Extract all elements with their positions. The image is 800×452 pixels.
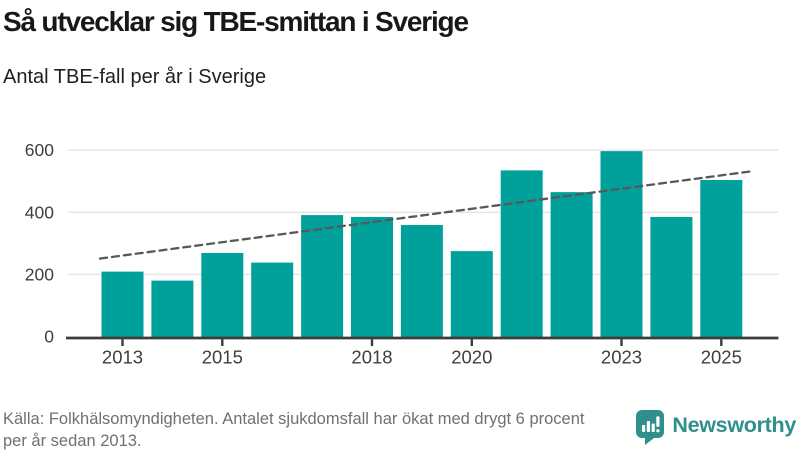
newsworthy-logo: Newsworthy (636, 410, 796, 445)
x-axis-label: 2013 (102, 347, 143, 368)
bar-2023 (601, 151, 643, 338)
bar-2025 (700, 180, 742, 338)
bar-2019 (401, 225, 443, 338)
bar-2014 (151, 281, 193, 338)
source-note: Källa: Folkhälsomyndigheten. Antalet sju… (3, 409, 584, 452)
source-note-line: per år sedan 2013. (3, 431, 584, 452)
x-axis-label: 2023 (601, 347, 642, 368)
y-axis-label: 0 (44, 327, 54, 347)
bar-2022 (551, 192, 593, 338)
x-axis-label: 2025 (701, 347, 742, 368)
y-axis-label: 400 (25, 202, 54, 222)
bar-2024 (650, 217, 692, 338)
bar-2013 (102, 272, 144, 338)
newsworthy-logo-text: Newsworthy (672, 410, 796, 440)
bar-2020 (451, 251, 493, 338)
source-note-line: Källa: Folkhälsomyndigheten. Antalet sju… (3, 409, 584, 431)
newsworthy-chart-bubble-icon (636, 410, 665, 445)
x-axis-label: 2020 (451, 347, 492, 368)
y-axis-label: 200 (25, 264, 54, 284)
bar-2021 (501, 170, 543, 338)
y-axis-label: 600 (25, 140, 54, 160)
x-axis-label: 2018 (351, 347, 392, 368)
bar-2016 (251, 263, 293, 338)
bar-2017 (301, 215, 343, 338)
bar-2015 (201, 253, 243, 338)
x-axis-label: 2015 (202, 347, 243, 368)
bar-2018 (351, 217, 393, 338)
